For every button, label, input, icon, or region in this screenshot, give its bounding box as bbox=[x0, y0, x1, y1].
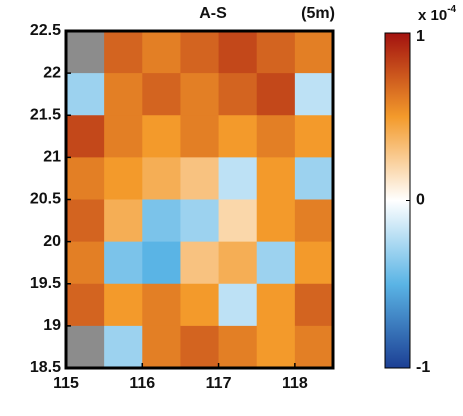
heat-cell bbox=[66, 199, 105, 243]
y-tick-label: 22 bbox=[43, 64, 61, 81]
heat-cell bbox=[66, 31, 105, 74]
heat-cell bbox=[142, 157, 181, 200]
heat-cell bbox=[66, 241, 105, 285]
x-tick-label: 115 bbox=[53, 375, 79, 392]
heat-cell bbox=[180, 325, 220, 369]
heat-cell bbox=[294, 73, 334, 116]
heat-cell bbox=[104, 199, 143, 243]
heat-cell bbox=[104, 157, 143, 200]
heat-cell bbox=[294, 325, 334, 369]
heat-cell bbox=[218, 73, 258, 116]
heat-cell bbox=[66, 325, 105, 369]
heat-cell bbox=[104, 73, 143, 116]
y-tick-label: 19 bbox=[43, 317, 61, 334]
heat-cell bbox=[218, 325, 258, 369]
heat-cell bbox=[104, 325, 143, 369]
heat-cell bbox=[66, 283, 105, 327]
heat-cell bbox=[294, 241, 334, 285]
heat-cell bbox=[218, 283, 258, 327]
heat-cell bbox=[294, 283, 334, 327]
heat-cell bbox=[294, 157, 334, 200]
heat-cell bbox=[256, 325, 296, 369]
heat-cell bbox=[180, 73, 220, 116]
colorbar-unit: x 10-4 bbox=[418, 4, 457, 24]
heat-cell bbox=[180, 199, 220, 243]
heat-cell bbox=[294, 115, 334, 158]
heat-cell bbox=[218, 115, 258, 158]
heat-cell bbox=[294, 31, 334, 74]
heat-cell bbox=[180, 241, 220, 285]
heat-cell bbox=[256, 283, 296, 327]
heat-cell bbox=[66, 115, 105, 158]
colorbar-base: x 10 bbox=[418, 7, 447, 24]
heat-cell bbox=[256, 31, 296, 74]
heat-cell bbox=[294, 199, 334, 243]
y-tick-label: 20.5 bbox=[30, 191, 61, 208]
y-tick-label: 20 bbox=[43, 233, 61, 250]
colorbar-exponent: -4 bbox=[447, 4, 456, 15]
heat-cell bbox=[218, 157, 258, 200]
heat-cell bbox=[256, 73, 296, 116]
heat-cell bbox=[180, 283, 220, 327]
heat-cell bbox=[180, 115, 220, 158]
heat-cell bbox=[104, 283, 143, 327]
heat-cell bbox=[142, 241, 181, 285]
y-tick-label: 21.5 bbox=[30, 106, 61, 123]
heat-cell bbox=[104, 241, 143, 285]
chart-title: A-S bbox=[199, 5, 227, 22]
heat-cell bbox=[256, 115, 296, 158]
heat-cell bbox=[66, 157, 105, 200]
heat-cell bbox=[256, 199, 296, 243]
heat-cell bbox=[142, 31, 181, 74]
heat-cell bbox=[104, 115, 143, 158]
colorbar-tick-label: -1 bbox=[416, 359, 430, 376]
heat-cell bbox=[256, 241, 296, 285]
heat-cell bbox=[142, 325, 181, 369]
heat-cell bbox=[142, 115, 181, 158]
x-tick-label: 116 bbox=[129, 375, 155, 392]
x-tick-label: 118 bbox=[282, 375, 308, 392]
heat-cell bbox=[104, 31, 143, 74]
heat-cell bbox=[218, 31, 258, 74]
heat-cell bbox=[218, 199, 258, 243]
colorbar-tick-label: 1 bbox=[416, 28, 425, 45]
heat-cell bbox=[256, 157, 296, 200]
heat-cell bbox=[142, 73, 181, 116]
heat-cell bbox=[180, 31, 220, 74]
heat-cell bbox=[142, 199, 181, 243]
heat-cell bbox=[66, 73, 105, 116]
heat-cell bbox=[218, 241, 258, 285]
colorbar bbox=[384, 32, 411, 369]
colorbar-tick-label: 0 bbox=[416, 192, 425, 209]
y-tick-label: 21 bbox=[43, 149, 61, 166]
x-tick-label: 117 bbox=[206, 375, 232, 392]
y-tick-label: 19.5 bbox=[30, 275, 61, 292]
y-tick-label: 18.5 bbox=[30, 359, 61, 376]
y-tick-label: 22.5 bbox=[30, 22, 61, 39]
heat-cell bbox=[180, 157, 220, 200]
annotation: (5m) bbox=[301, 5, 335, 22]
heat-cell bbox=[142, 283, 181, 327]
